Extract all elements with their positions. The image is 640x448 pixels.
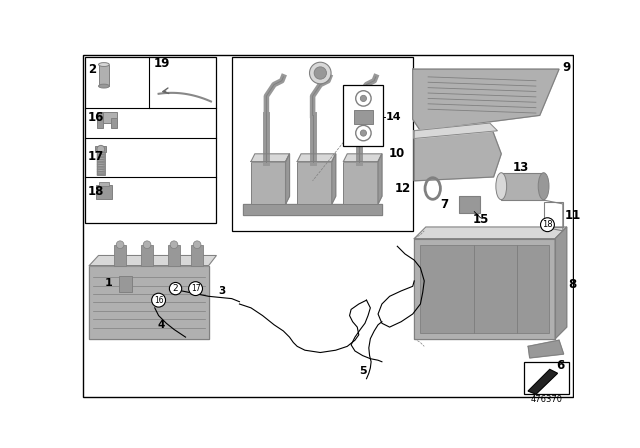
Bar [97,112,117,123]
Polygon shape [251,154,289,162]
Polygon shape [555,227,566,339]
Ellipse shape [99,63,109,66]
Text: 1: 1 [105,278,113,288]
Bar [118,276,132,293]
Bar [97,112,103,128]
Text: 3: 3 [218,286,225,296]
Bar [354,110,372,124]
Text: 18: 18 [88,185,104,198]
Polygon shape [243,204,382,215]
Text: 10: 10 [388,147,405,160]
Polygon shape [414,123,501,181]
Ellipse shape [496,173,507,200]
Polygon shape [414,123,497,138]
Text: 476370: 476370 [531,395,563,404]
Polygon shape [528,340,564,358]
Polygon shape [414,227,566,238]
Ellipse shape [99,84,109,88]
Circle shape [170,282,182,295]
Circle shape [360,95,367,102]
Polygon shape [413,69,559,131]
Text: 14: 14 [386,112,401,122]
Bar [84,57,216,223]
Polygon shape [285,154,289,204]
Text: 17: 17 [191,284,200,293]
Text: 16: 16 [154,296,163,305]
Polygon shape [378,154,382,204]
Bar [114,245,126,266]
Circle shape [314,67,326,79]
Text: 18: 18 [542,220,553,229]
Circle shape [189,282,202,296]
Text: 16: 16 [88,111,104,124]
Bar [344,162,378,204]
Ellipse shape [538,173,549,200]
Text: 15: 15 [472,213,489,226]
Text: 17: 17 [88,150,104,163]
Text: 9: 9 [562,61,570,74]
Polygon shape [90,266,209,339]
Bar [459,196,481,213]
Text: 5: 5 [359,366,367,376]
Text: 11: 11 [565,209,581,222]
Bar [501,173,543,200]
Bar [141,245,153,266]
Circle shape [310,62,331,84]
Bar [420,245,549,333]
Circle shape [152,293,166,307]
Text: 2: 2 [173,284,179,293]
Circle shape [170,241,178,249]
Text: 4: 4 [157,320,164,330]
Circle shape [97,146,105,153]
Bar [168,245,180,266]
Bar [344,85,383,146]
Polygon shape [90,255,216,266]
Polygon shape [332,154,336,204]
Polygon shape [528,370,557,394]
Text: 8: 8 [568,278,577,291]
Bar [297,162,332,204]
Bar [251,162,285,204]
Text: 6: 6 [556,359,564,372]
Circle shape [541,218,554,232]
Bar [232,57,413,231]
Bar [99,65,109,86]
Bar [524,362,569,394]
Bar [99,182,109,186]
Polygon shape [414,238,555,339]
Polygon shape [344,154,382,162]
Text: 19: 19 [154,56,170,69]
Polygon shape [297,154,336,162]
Circle shape [116,241,124,249]
Bar [543,202,563,227]
Circle shape [360,130,367,136]
Text: 2: 2 [88,63,96,76]
Bar [95,146,106,152]
Bar [111,118,117,128]
Circle shape [143,241,151,249]
Bar [97,152,105,176]
Bar [96,185,111,198]
Bar [191,245,204,266]
Text: 7: 7 [440,198,448,211]
Text: 12: 12 [395,182,411,195]
Circle shape [193,241,201,249]
Text: 13: 13 [513,161,529,174]
